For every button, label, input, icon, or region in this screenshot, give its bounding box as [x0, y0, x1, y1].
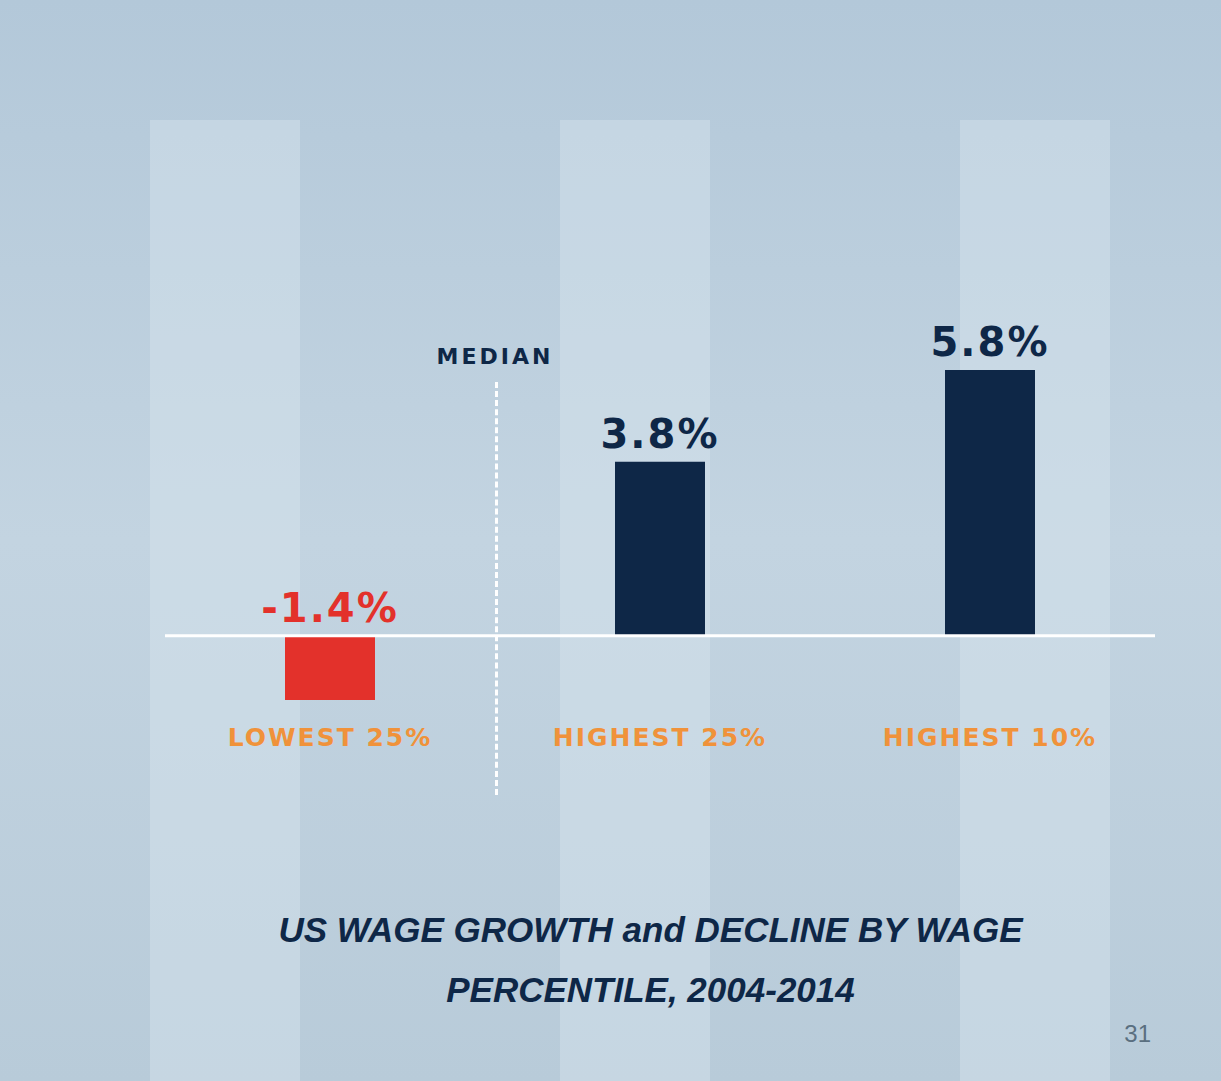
html-text:US WAGE GROWTH and DECLINE BY: US WAGE GROWTH and DECLINE BY WAGE PERCE… — [278, 910, 1023, 1009]
html-text:31: 31 — [1124, 1020, 1151, 1047]
svg-text:5.8%: 5.8% — [931, 319, 1050, 365]
svg-text:HIGHEST 25%: HIGHEST 25% — [553, 723, 767, 752]
svg-text:-1.4%: -1.4% — [261, 585, 399, 631]
html-text:MEDIAN: MEDIAN — [436, 344, 554, 369]
svg-text:LOWEST 25%: LOWEST 25% — [228, 723, 433, 752]
svg-text:3.8%: 3.8% — [601, 411, 720, 457]
svg-text:HIGHEST 10%: HIGHEST 10% — [883, 723, 1097, 752]
